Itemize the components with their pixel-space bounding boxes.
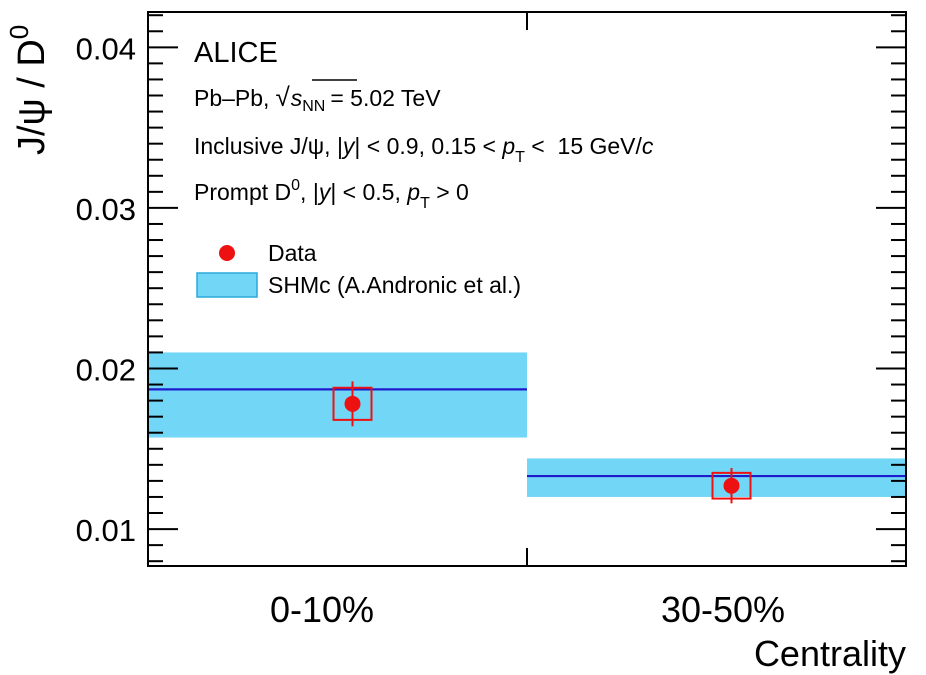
- legend-label-shmc: SHMc (A.Andronic et al.): [268, 272, 521, 298]
- jpsi-selection-label: Inclusive J/ψ, |y| < 0.9, 0.15 < pT < 15…: [194, 133, 654, 166]
- y-tick-label-0: 0.01: [76, 513, 136, 548]
- legend-label-data: Data: [268, 240, 317, 266]
- d0-selection-label: Prompt D0, |y| < 0.5, pT > 0: [194, 177, 469, 212]
- y-axis-title-main: J/ψ / D: [11, 39, 53, 155]
- legend-marker-shmc: [196, 272, 258, 298]
- x-category-label-1: 30-50%: [661, 589, 785, 630]
- y-axis-title-sup: 0: [4, 25, 34, 39]
- axis-ticks: 0.01 0.02 0.03 0.04: [76, 12, 907, 566]
- x-category-label-0: 0-10%: [270, 589, 374, 630]
- data-point-1: [723, 477, 740, 494]
- y-tick-label-2: 0.03: [76, 192, 136, 227]
- y-tick-label-1: 0.02: [76, 352, 136, 387]
- collision-system-label: Pb–Pb, √sNN = 5.02 TeV: [194, 82, 441, 115]
- model-bands: [148, 352, 906, 497]
- y-axis-title: J/ψ / D0: [4, 25, 53, 155]
- legend: Data SHMc (A.Andronic et al.): [196, 240, 521, 298]
- legend-marker-data: [219, 245, 235, 261]
- experiment-label: ALICE: [194, 37, 278, 69]
- data-points: [332, 381, 752, 504]
- model-band-1: [527, 458, 906, 497]
- model-band-0: [148, 352, 527, 438]
- data-point-0: [344, 395, 361, 412]
- y-tick-label-3: 0.04: [76, 31, 136, 66]
- x-axis-title: Centrality: [754, 633, 906, 674]
